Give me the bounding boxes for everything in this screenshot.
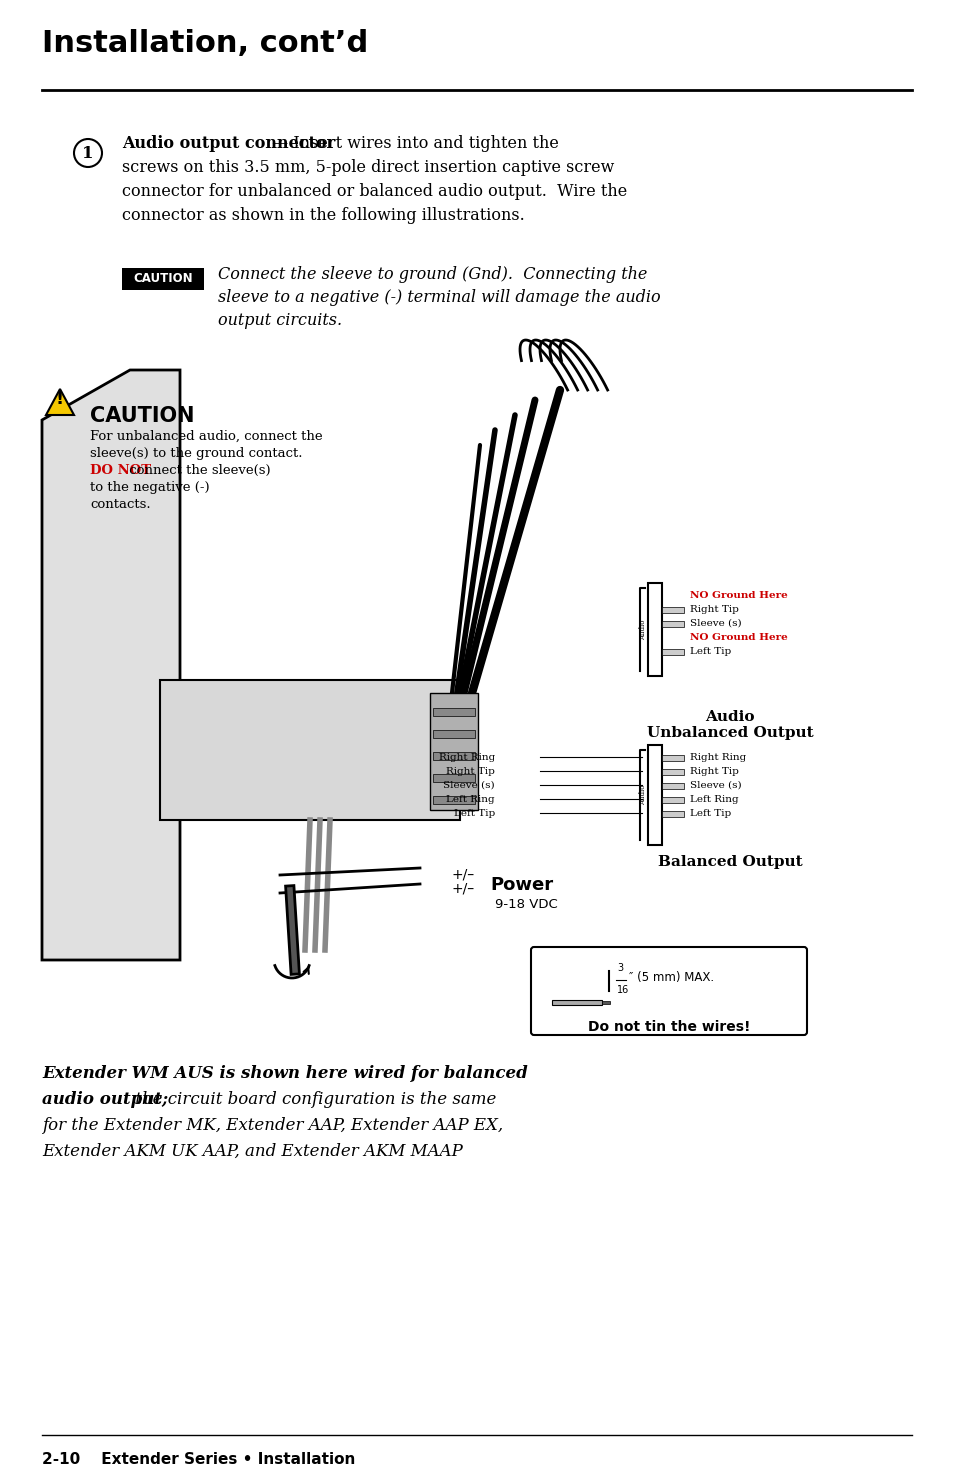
Bar [430,693,477,810]
Text: sleeve(s) to the ground contact.: sleeve(s) to the ground contact. [90,447,302,460]
Bar [647,745,661,845]
Bar [433,752,475,760]
Text: +/–: +/– [452,867,475,882]
Bar [661,811,683,817]
Text: Audio
Unbalanced Output: Audio Unbalanced Output [646,709,813,740]
Bar [661,755,683,761]
Text: NO Ground Here: NO Ground Here [689,590,787,599]
Bar [661,796,683,802]
Text: Extender AKM UK AAP, and Extender AKM MAAP: Extender AKM UK AAP, and Extender AKM MA… [42,1143,462,1159]
Text: screws on this 3.5 mm, 5-pole direct insertion captive screw: screws on this 3.5 mm, 5-pole direct ins… [122,159,614,176]
Text: For unbalanced audio, connect the: For unbalanced audio, connect the [90,431,322,442]
Text: audio output;: audio output; [42,1092,168,1108]
Bar [122,268,204,291]
Bar [661,783,683,789]
Text: the circuit board configuration is the same: the circuit board configuration is the s… [131,1092,497,1108]
Bar [647,583,661,676]
Polygon shape [42,370,180,960]
Text: — Insert wires into and tighten the: — Insert wires into and tighten the [267,136,558,152]
Bar [552,1000,601,1004]
Text: Sleeve (s): Sleeve (s) [443,780,495,789]
Text: connector for unbalanced or balanced audio output.  Wire the: connector for unbalanced or balanced aud… [122,183,626,201]
Text: Installation, cont’d: Installation, cont’d [42,30,368,58]
Text: CAUTION: CAUTION [90,406,194,426]
Bar [661,621,683,627]
Polygon shape [160,680,459,820]
Text: Sleeve (s): Sleeve (s) [689,618,740,627]
Text: Sleeve (s): Sleeve (s) [689,780,740,789]
Text: ″ (5 mm) MAX.: ″ (5 mm) MAX. [628,971,714,984]
Bar [601,1002,609,1004]
Text: connector as shown in the following illustrations.: connector as shown in the following illu… [122,207,524,224]
Text: Do not tin the wires!: Do not tin the wires! [587,1021,749,1034]
Text: to the negative (-): to the negative (-) [90,481,210,494]
Bar [661,608,683,614]
Text: NO Ground Here: NO Ground Here [689,633,787,642]
Text: Audio: Audio [639,785,646,805]
Text: 3: 3 [617,963,622,974]
Bar [661,768,683,774]
Text: !: ! [56,389,64,409]
Text: 2-10    Extender Series • Installation: 2-10 Extender Series • Installation [42,1451,355,1468]
Bar [433,796,475,804]
Text: Right Ring: Right Ring [438,752,495,761]
Text: +/–: +/– [452,882,475,895]
Polygon shape [46,389,74,414]
Text: Right Tip: Right Tip [689,767,739,776]
Text: Extender WM AUS is shown here wired for balanced: Extender WM AUS is shown here wired for … [42,1065,527,1083]
Text: 9-18 VDC: 9-18 VDC [495,898,558,912]
Bar [433,730,475,738]
Text: Connect the sleeve to ground (Gnd).  Connecting the: Connect the sleeve to ground (Gnd). Conn… [218,266,647,283]
Bar [433,774,475,782]
Text: Left Tip: Left Tip [689,646,731,655]
Text: Right Tip: Right Tip [689,605,739,614]
Text: Left Tip: Left Tip [689,808,731,817]
Text: Audio: Audio [639,620,646,640]
Text: connect the sleeve(s): connect the sleeve(s) [125,465,270,476]
Text: Right Tip: Right Tip [446,767,495,776]
Text: 1: 1 [82,145,93,161]
Text: Audio output connector: Audio output connector [122,136,335,152]
Text: contacts.: contacts. [90,499,151,510]
Text: sleeve to a negative (-) terminal will damage the audio: sleeve to a negative (-) terminal will d… [218,289,659,305]
Text: Left Ring: Left Ring [689,795,738,804]
Text: for the Extender MK, Extender AAP, Extender AAP EX,: for the Extender MK, Extender AAP, Exten… [42,1117,502,1134]
Text: Balanced Output: Balanced Output [657,855,801,869]
Text: output circuits.: output circuits. [218,313,342,329]
Text: Left Tip: Left Tip [454,808,495,817]
Text: 16: 16 [617,985,629,996]
Bar [661,649,683,655]
FancyBboxPatch shape [531,947,806,1035]
Text: DO NOT: DO NOT [90,465,151,476]
Text: Left Ring: Left Ring [446,795,495,804]
Text: CAUTION: CAUTION [133,273,193,286]
Bar [433,708,475,715]
Text: Right Ring: Right Ring [689,752,745,761]
Text: Power: Power [490,876,553,894]
